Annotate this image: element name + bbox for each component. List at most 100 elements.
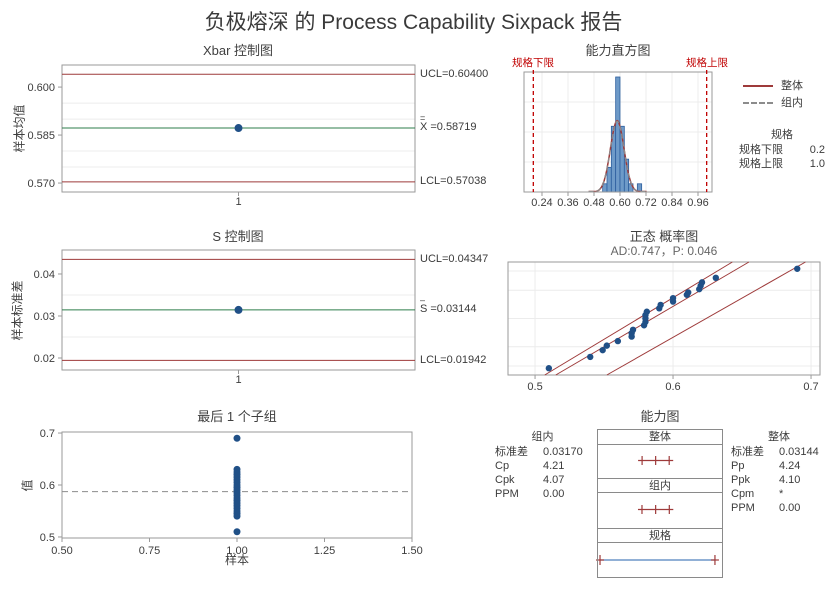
x-tick-label: 0.36 [557,197,578,209]
data-point [698,279,706,286]
within-curve [588,120,647,193]
x-tick-label: 0.72 [635,197,656,209]
xbar-center-label: = X =0.58719 [420,114,477,134]
last-subgroup-x-axis-label: 样本 [224,553,249,567]
stat-value: 0.00 [543,488,565,500]
capability-section-within [598,493,722,528]
xbar-ucl-label: UCL=0.60400 [420,68,489,80]
probability-plot-title: 正态 概率图 [629,229,699,244]
stat-name: Cp [495,460,510,472]
stat-value: 4.21 [543,460,565,472]
s-chart-title: S 控制图 [212,229,264,244]
capability-section-header-overall: 整体 [598,430,722,445]
data-point [629,326,637,333]
x-tick-label: 1.00 [226,545,247,557]
histogram-title: 能力直方图 [585,43,651,58]
xbar-y-axis-label: 样本均值 [12,104,27,153]
overall-stats-header: 整体 [768,431,790,443]
sample-point [234,305,243,314]
data-point [599,346,606,354]
spec-lsl-name: 规格下限 [739,144,783,156]
data-point [669,294,677,302]
stat-row: Cp 4.21 [495,459,590,473]
stat-row: 标准差 0.03144 [731,445,827,459]
overall-stats-table: 整体 标准差 0.03144 Pp 4.24 Ppk 4.10 Cpm * PPM 0.0… [731,430,827,515]
x-tick-label: 0.6 [665,381,680,393]
within-stats-header: 组内 [531,431,554,443]
overall-line-swatch-icon [743,85,773,88]
subgroup-point [233,528,241,536]
s-bar-mark: – [420,295,426,305]
y-tick-label: 0.600 [27,82,55,94]
probability-plot-subtitle: AD:0.747，P: 0.046 [610,244,718,258]
x-tick-label: 1.50 [401,545,422,557]
stat-name: PPM [495,488,519,500]
capability-section-overall [598,445,722,478]
x-tick-label: 1 [235,374,241,386]
spec-lsl-value: 0.2 [809,144,825,156]
y-tick-label: 0.585 [27,130,55,142]
spec-table-header: 规格 [771,129,793,141]
sample-point [234,124,243,133]
x-tick-label: 0.50 [51,545,72,557]
stat-name: 标准差 [731,446,764,458]
within-line-swatch-icon [743,102,773,105]
spec-table: 规格 规格下限 0.2 规格上限 1.0 [739,128,825,171]
stat-row: Cpm * [731,487,827,501]
probability-plot-frame [507,261,821,376]
data-point [794,265,801,272]
subgroup-point [233,465,241,473]
histogram-bar [606,166,612,193]
stat-name: Cpk [495,474,515,486]
stat-row: Ppk 4.10 [731,473,827,487]
within-stats-table: 组内 标准差 0.03170 Cp 4.21 Cpk 4.07 PPM 0.00 [495,430,590,501]
stat-value: 0.00 [779,502,801,514]
legend-item-overall: 整体 [743,78,803,95]
spec-usl-value: 1.0 [809,158,825,170]
stat-row: Cpk 4.07 [495,473,590,487]
stat-value: 4.10 [779,474,801,486]
y-tick-label: 0.5 [40,532,55,544]
x-tick-label: 0.60 [609,197,630,209]
stat-value: 0.03144 [779,446,819,458]
data-point [603,342,611,349]
s-center-symbol: S [420,303,428,315]
x-tick-label: 1.25 [314,545,335,557]
s-ucl-label: UCL=0.04347 [420,253,489,265]
capability-boxes: 整体 组内 规格 [597,429,723,578]
stat-value: 0.03170 [543,446,583,458]
legend-item-within: 组内 [743,95,803,112]
data-point [545,365,553,372]
data-point [712,274,720,282]
data-point [657,301,664,309]
capability-plot-title: 能力图 [640,409,680,424]
stat-name: Ppk [731,474,750,486]
last-subgroup-y-axis-label: 值 [20,479,35,492]
x-tick-label: 0.5 [527,381,542,393]
legend-overall-label: 整体 [781,80,803,92]
xbar-doublebar-mark: = [420,113,426,123]
data-point [614,337,622,345]
legend-within-label: 组内 [781,97,803,109]
x-tick-label: 0.24 [531,197,552,209]
data-point [587,353,594,361]
usl-label: 规格上限 [686,57,728,69]
x-tick-label: 0.75 [139,545,160,557]
histogram-bar [602,183,608,193]
x-tick-label: 0.84 [661,197,682,209]
stat-value: 4.07 [543,474,565,486]
spec-usl-name: 规格上限 [739,158,783,170]
y-tick-label: 0.03 [34,311,55,323]
s-center-value: =0.03144 [430,303,477,315]
y-tick-label: 0.02 [34,353,55,365]
data-point [685,289,692,296]
stat-value: 4.24 [779,460,801,472]
x-tick-label: 0.48 [583,197,604,209]
spec-usl-row: 规格上限 1.0 [739,157,825,171]
s-center-label: – S =0.03144 [420,296,477,316]
s-y-axis-label: 样本标准差 [10,280,25,341]
lsl-label: 规格下限 [512,57,554,69]
stat-name: Cpm [731,488,755,500]
xbar-center-symbol: X [420,121,428,133]
report-title: 负极熔深 的 Process Capability Sixpack 报告 [204,11,623,34]
